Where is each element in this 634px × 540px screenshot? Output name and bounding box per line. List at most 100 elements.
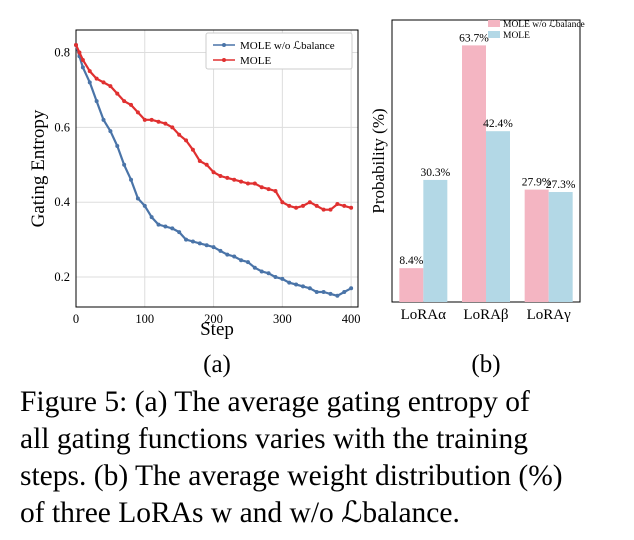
bar-value-label: 30.3%	[420, 167, 450, 179]
data-point	[156, 222, 161, 227]
data-point	[101, 117, 106, 122]
data-point	[294, 205, 299, 210]
data-point	[321, 290, 326, 295]
x-tick-label: 400	[342, 312, 361, 326]
data-point	[294, 282, 299, 287]
data-point	[177, 230, 182, 235]
data-point	[197, 241, 202, 246]
panel-b-bar-chart: 8.4% 30.3% LoRAα 63.7% 42.4% LoRAβ 27.9%27.3% L…	[369, 19, 585, 378]
data-point	[142, 203, 147, 208]
data-point	[280, 276, 285, 281]
data-point	[211, 170, 216, 175]
caption-line-3: steps. (b) The average weight distributi…	[20, 460, 563, 492]
caption-line-2: all gating functions varies with the tra…	[20, 423, 528, 455]
data-point	[225, 175, 230, 180]
panel-label-a: (a)	[203, 351, 231, 378]
bar	[462, 45, 486, 302]
bar-value-label: 27.9%	[522, 177, 552, 189]
data-point	[115, 91, 120, 96]
data-point	[170, 125, 175, 130]
data-point	[163, 224, 168, 229]
figure-caption: Figure 5: (a) The average gating entropy…	[20, 384, 620, 532]
data-point	[259, 185, 264, 190]
caption-line-1: Figure 5: (a) The average gating entropy…	[20, 386, 530, 418]
data-point	[287, 203, 292, 208]
data-point	[342, 290, 347, 295]
data-point	[280, 200, 285, 205]
data-point	[300, 284, 305, 289]
data-point	[80, 65, 85, 70]
bar	[399, 268, 424, 302]
data-point	[287, 280, 292, 285]
data-point	[135, 196, 140, 201]
x-tick-label: 0	[73, 312, 79, 326]
data-point	[273, 275, 278, 280]
data-point	[122, 99, 127, 104]
legend-label: MOLE	[240, 55, 271, 67]
data-point	[204, 162, 209, 167]
bar	[486, 131, 510, 302]
data-point	[129, 102, 134, 107]
y-tick-label: 0.6	[54, 120, 70, 134]
bar-value-label: 42.4%	[483, 118, 513, 130]
legend-box	[205, 32, 353, 70]
y-tick-label: 0.2	[54, 270, 70, 284]
data-point	[245, 260, 250, 265]
data-point	[156, 119, 161, 124]
data-point	[335, 293, 340, 298]
data-point	[328, 207, 333, 212]
data-point	[252, 265, 257, 270]
data-point	[94, 76, 99, 81]
y-tick-label: 0.8	[54, 45, 70, 59]
x-tick-label: LoRAγ	[527, 307, 572, 323]
x-tick-label: 100	[135, 312, 154, 326]
data-point	[197, 159, 202, 164]
data-point	[259, 269, 264, 274]
legend-marker	[222, 58, 226, 62]
data-point	[80, 57, 85, 62]
data-point	[321, 207, 326, 212]
bar-value-label: 27.3%	[546, 179, 576, 191]
data-point	[163, 121, 168, 126]
data-point	[232, 177, 237, 182]
data-point	[204, 243, 209, 248]
data-point	[87, 80, 92, 85]
data-point	[314, 203, 319, 208]
data-point	[335, 202, 340, 207]
data-point	[300, 203, 305, 208]
data-point	[211, 245, 216, 250]
x-axis-label: Step	[200, 319, 234, 340]
data-point	[190, 147, 195, 152]
data-point	[349, 286, 354, 291]
data-point	[252, 181, 257, 186]
data-point	[108, 129, 113, 134]
data-point	[266, 187, 271, 192]
data-point	[184, 237, 189, 242]
legend: MOLE w/o ℒbalance MOLE	[205, 32, 353, 70]
data-point	[135, 110, 140, 115]
legend-label: MOLE w/o ℒbalance	[240, 40, 335, 52]
data-point	[314, 290, 319, 295]
data-point	[266, 271, 271, 276]
bar	[524, 189, 549, 302]
data-point	[108, 84, 113, 89]
data-point	[307, 200, 312, 205]
data-point	[245, 181, 250, 186]
legend-label: MOLE	[503, 31, 530, 41]
data-point	[328, 291, 333, 296]
data-point	[307, 286, 312, 291]
data-point	[94, 99, 99, 104]
y-tick-label: 0.4	[54, 195, 70, 209]
panel-a-line-chart: 0 100 200 300 400 0.2 0.4 0.6 0.8 Step Gating Entr…	[28, 29, 361, 378]
legend-marker	[222, 43, 226, 47]
panel-label-b: (b)	[471, 351, 500, 378]
y-axis-label: Probability (%)	[369, 108, 388, 213]
data-point	[232, 254, 237, 259]
data-point	[273, 188, 278, 193]
y-axis-label: Gating Entropy	[28, 109, 49, 227]
bar-value-label: 63.7%	[459, 32, 489, 44]
data-point	[149, 117, 154, 122]
data-point	[225, 252, 230, 257]
bar-value-label: 8.4%	[399, 255, 423, 267]
bar	[423, 179, 448, 302]
